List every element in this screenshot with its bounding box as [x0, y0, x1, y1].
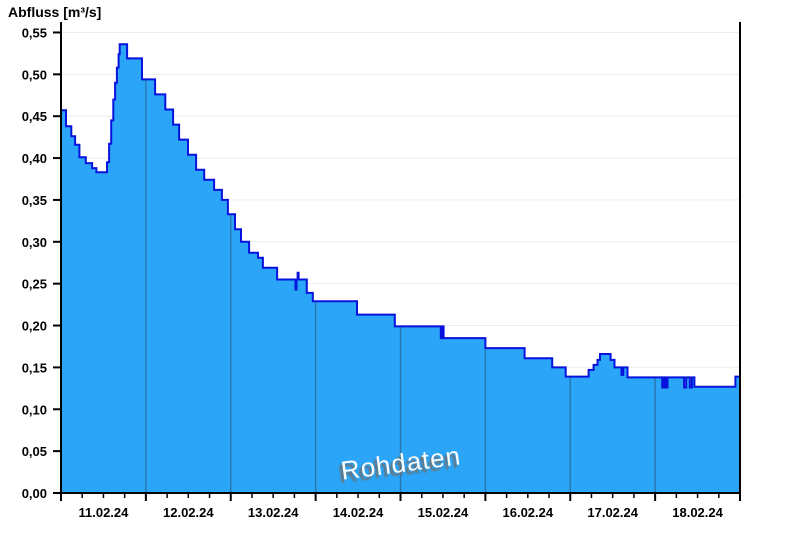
y-tick-label: 0,00	[22, 486, 47, 501]
y-tick-label: 0,55	[22, 25, 47, 40]
x-tick-label: 18.02.24	[672, 505, 723, 520]
y-tick-label: 0,50	[22, 67, 47, 82]
x-tick-label: 11.02.24	[78, 505, 129, 520]
x-tick-label: 12.02.24	[163, 505, 214, 520]
y-tick-label: 0,10	[22, 402, 47, 417]
x-tick-label: 14.02.24	[333, 505, 384, 520]
y-tick-label: 0,35	[22, 193, 47, 208]
x-tick-label: 13.02.24	[248, 505, 299, 520]
x-tick-label: 17.02.24	[587, 505, 638, 520]
chart-title: Abfluss [m³/s]	[8, 4, 102, 20]
x-tick-label: 15.02.24	[418, 505, 469, 520]
y-tick-label: 0,45	[22, 109, 47, 124]
y-tick-label: 0,40	[22, 151, 47, 166]
y-tick-label: 0,05	[22, 444, 47, 459]
x-tick-label: 16.02.24	[503, 505, 554, 520]
discharge-step-line	[61, 43, 740, 389]
y-tick-label: 0,15	[22, 360, 47, 375]
y-tick-label: 0,25	[22, 277, 47, 292]
y-tick-label: 0,30	[22, 235, 47, 250]
y-tick-label: 0,20	[22, 319, 47, 334]
